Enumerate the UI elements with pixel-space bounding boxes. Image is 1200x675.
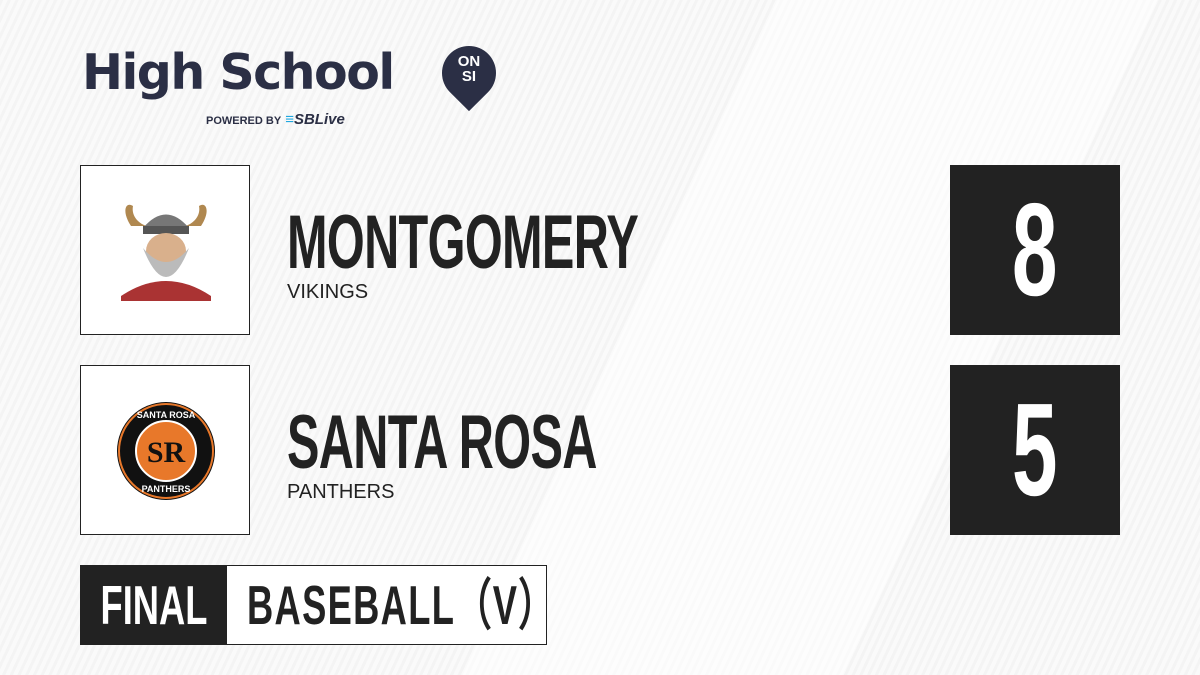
team-logo-box: SR SANTA ROSA PANTHERS [80, 365, 250, 535]
brand-logo: High School ON SI POWERED BY ≡SBLive [82, 34, 508, 128]
team-name: SANTA ROSA [287, 400, 597, 485]
background-shape [462, 0, 1158, 675]
team-mascot: VIKINGS [287, 281, 369, 303]
sport-label: BASEBALL（V） [227, 565, 555, 645]
team-score: 8 [950, 165, 1120, 335]
game-status: FINAL [80, 565, 227, 645]
brand-badge: ON SI [457, 53, 481, 85]
svg-text:PANTHERS: PANTHERS [142, 484, 191, 494]
team-score: 5 [950, 365, 1120, 535]
team-mascot: PANTHERS [287, 481, 395, 503]
svg-text:SR: SR [147, 436, 186, 469]
brand-title: High School [82, 44, 395, 101]
team-name: MONTGOMERY [287, 200, 639, 285]
viking-logo-icon [121, 204, 211, 301]
panthers-logo-icon: SR SANTA ROSA PANTHERS [117, 402, 215, 500]
team-logo-box [80, 165, 250, 335]
svg-text:SANTA ROSA: SANTA ROSA [137, 410, 196, 420]
powered-by: POWERED BY ≡SBLive [206, 111, 345, 128]
